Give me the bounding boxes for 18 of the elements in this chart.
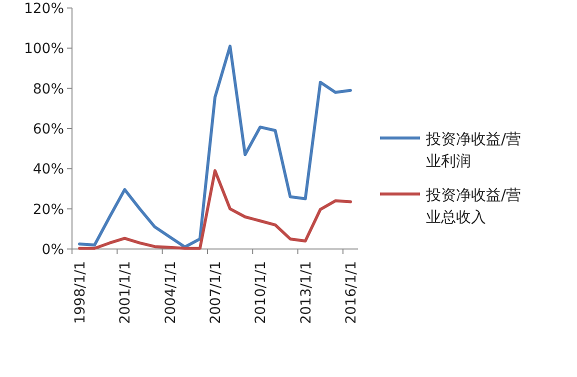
y-tick-label: 20%: [32, 202, 64, 218]
x-tick-label: 2010/1/1: [253, 261, 270, 324]
x-tick-label: 1998/1/1: [72, 261, 89, 324]
line-series: [78, 44, 352, 248]
y-tick-label: 0%: [42, 242, 64, 258]
line-series: [78, 169, 352, 250]
legend-label: 投资净收益/营业总收入: [425, 186, 522, 226]
y-tick-label: 60%: [32, 122, 64, 138]
y-tick-label: 40%: [32, 162, 64, 178]
x-tick-label: 2001/1/1: [118, 261, 134, 324]
x-tick-label: 2016/1/1: [343, 261, 360, 324]
y-tick-label: 80%: [32, 81, 64, 98]
x-tick-label: 2004/1/1: [162, 261, 179, 324]
y-tick-label: 120%: [24, 1, 64, 17]
legend-label: 投资净收益/营业利润: [425, 130, 522, 170]
x-tick-label: 2013/1/1: [298, 261, 314, 324]
x-tick-label: 2007/1/1: [208, 261, 224, 324]
y-tick-label: 100%: [24, 41, 64, 58]
